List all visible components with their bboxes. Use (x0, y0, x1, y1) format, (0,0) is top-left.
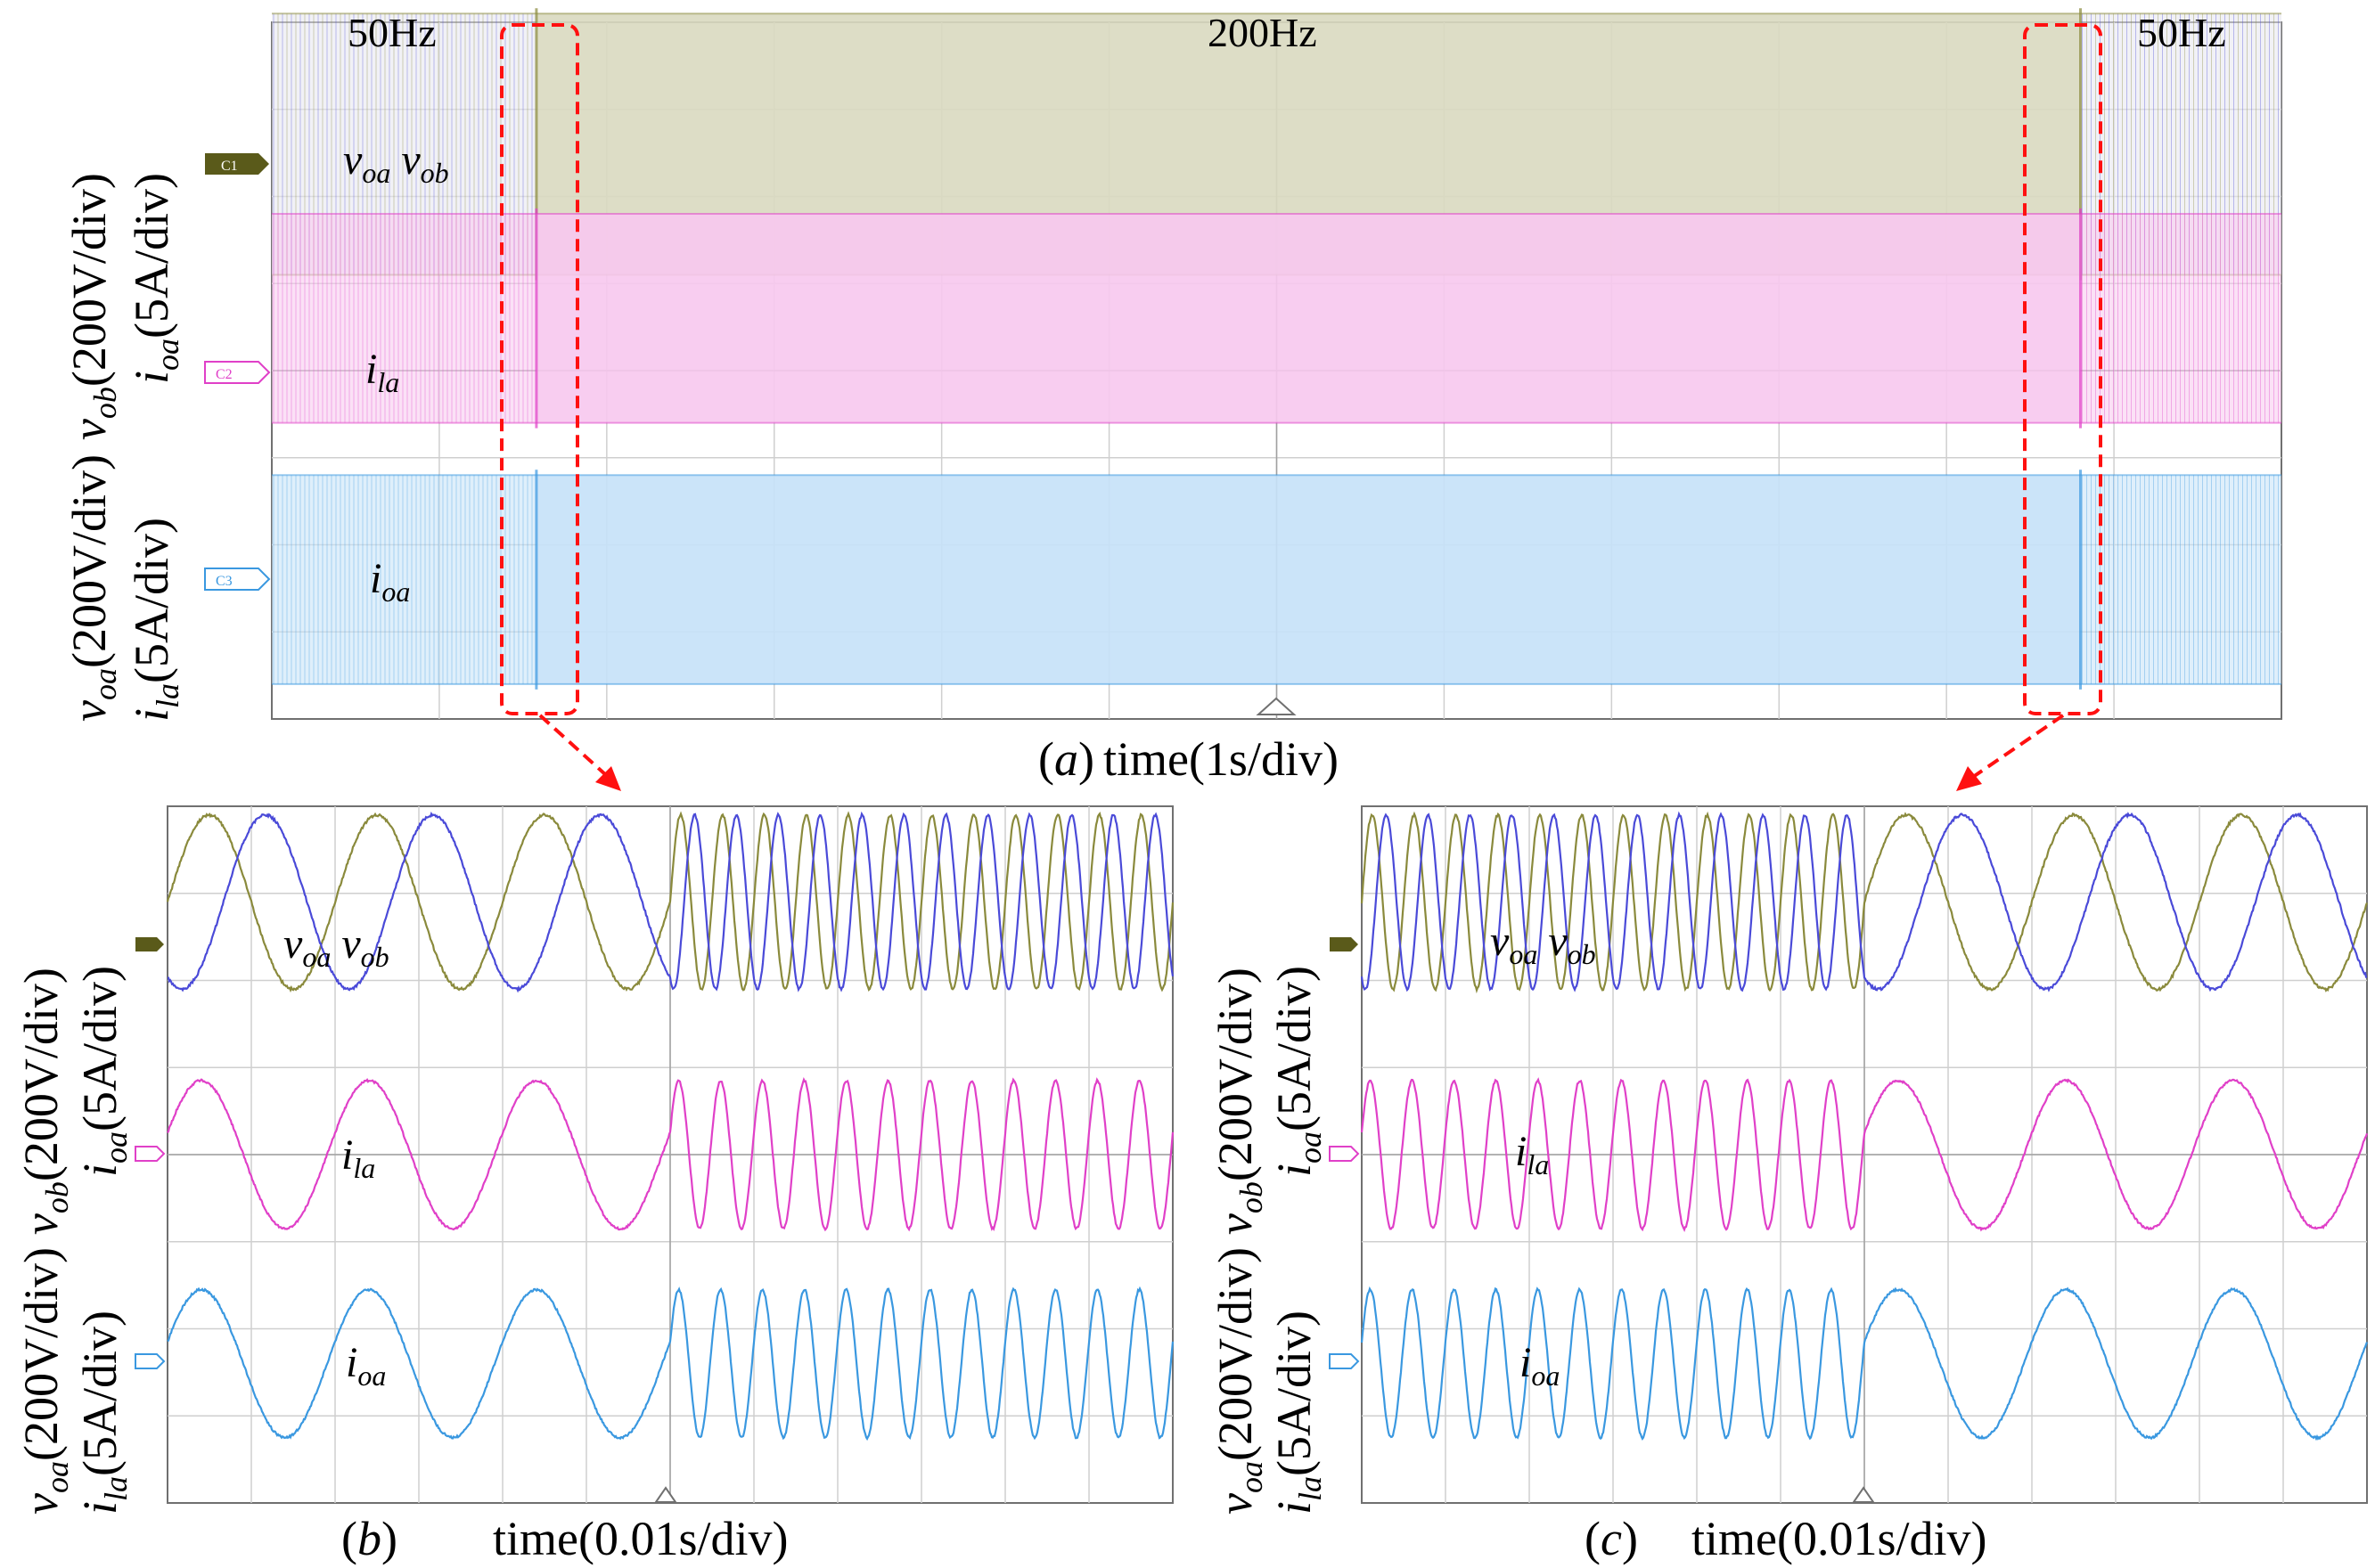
svg-text:C1: C1 (221, 159, 238, 174)
panel-a-waveform-bands (272, 8, 2281, 690)
panel-b: voa vob ila ioa (b) time(0.01s/div) voa(2… (14, 806, 1173, 1565)
arrow-to-panel-c (1956, 715, 2063, 791)
channel-marker-b-c3 (135, 1354, 164, 1368)
panel-a: C1 C2 C3 50Hz 200Hz 50Hz voa vob ila ioa (62, 8, 2281, 791)
ylabel-c-inner: ila(5A/div)ioa(5A/div) (1267, 966, 1328, 1515)
ylabel-a-inner: ila(5A/div)ioa(5A/div) (125, 173, 185, 722)
caption-b: (b) (341, 1512, 397, 1565)
band-ila-200hz (536, 214, 2081, 423)
svg-text:ila(5A/div)ioa(5A/div): ila(5A/div)ioa(5A/div) (125, 173, 185, 722)
svg-text:voa(200V/div)vob(200V/div): voa(200V/div)vob(200V/div) (62, 173, 123, 722)
arrow-to-panel-b (540, 715, 621, 791)
xlabel-b: time(0.01s/div) (493, 1512, 788, 1565)
freq-label-200hz: 200Hz (1208, 10, 1317, 55)
ylabel-c-outer: voa(200V/div)vob(200V/div) (1208, 968, 1269, 1515)
svg-text:C3: C3 (216, 574, 233, 589)
svg-text:voa(200V/div)vob(200V/div): voa(200V/div)vob(200V/div) (14, 968, 75, 1515)
channel-marker-c3: C3 (205, 568, 269, 590)
channel-marker-b-c2 (135, 1147, 164, 1161)
caption-c: (c) (1585, 1512, 1638, 1565)
channel-marker-c-c3 (1330, 1354, 1358, 1368)
freq-label-50hz-right: 50Hz (2137, 10, 2226, 55)
ylabel-b-inner: ila(5A/div)ioa(5A/div) (73, 966, 134, 1515)
panel-c: voa vob ila ioa (c) time(0.01s/div) voa(2… (1208, 806, 2367, 1565)
band-ioa-200hz (536, 475, 2081, 684)
channel-marker-c-c2 (1330, 1147, 1358, 1161)
channel-marker-c1: C1 (205, 153, 269, 175)
svg-text:ila(5A/div)ioa(5A/div): ila(5A/div)ioa(5A/div) (73, 966, 134, 1515)
channel-marker-c2: C2 (205, 362, 269, 383)
channel-marker-b-c1 (135, 937, 164, 951)
caption-a: (a) time(1s/div) (1038, 732, 1339, 786)
svg-text:ila(5A/div)ioa(5A/div): ila(5A/div)ioa(5A/div) (1267, 966, 1328, 1515)
freq-label-50hz-left: 50Hz (348, 10, 437, 55)
xlabel-c: time(0.01s/div) (1691, 1512, 1986, 1565)
channel-marker-c-c1 (1330, 937, 1358, 951)
svg-text:C2: C2 (216, 367, 233, 382)
ylabel-a-outer: voa(200V/div)vob(200V/div) (62, 173, 123, 722)
svg-text:voa(200V/div)vob(200V/div): voa(200V/div)vob(200V/div) (1208, 968, 1269, 1515)
ylabel-b-outer: voa(200V/div)vob(200V/div) (14, 968, 75, 1515)
